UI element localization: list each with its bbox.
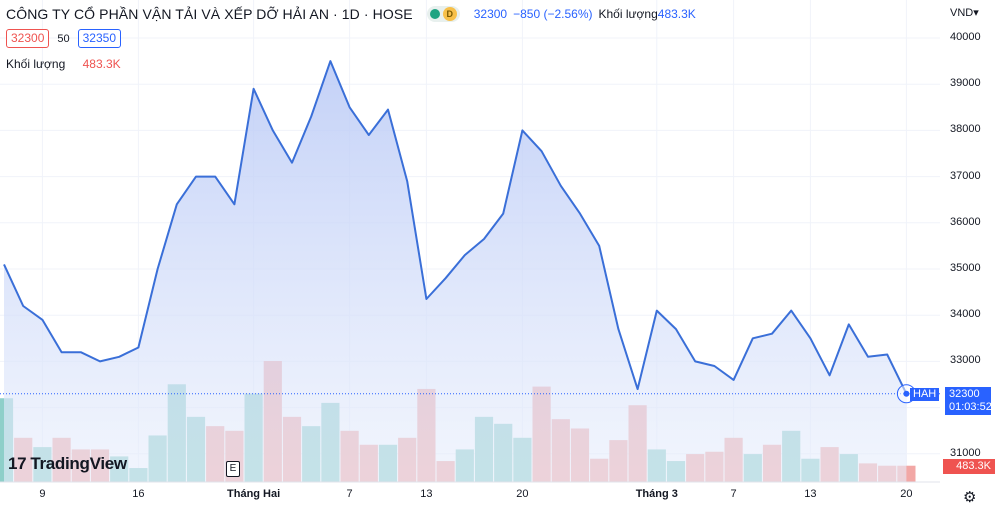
y-tick-label: 35000	[950, 262, 981, 274]
y-tick-label: 36000	[950, 215, 981, 228]
y-tick-label: 37000	[950, 169, 981, 182]
bid-ask-quote: 32300 50 32350	[6, 29, 121, 48]
x-tick-label: 9	[39, 488, 46, 500]
currency-selector[interactable]: VND▾	[950, 6, 979, 19]
sell-button[interactable]: 32300	[6, 29, 50, 48]
x-tick-label: 13	[804, 488, 817, 500]
chevron-down-icon: ▾	[973, 7, 979, 19]
tradingview-logo[interactable]: 17 TradingView	[8, 454, 127, 474]
volume-label: Khối lượng	[598, 7, 658, 21]
x-tick-label: 13	[420, 488, 433, 500]
symbol-title[interactable]: CÔNG TY CỔ PHẦN VẬN TẢI VÀ XẾP DỠ HẢI AN…	[6, 6, 413, 22]
symbol-tag: HAH	[910, 388, 940, 401]
bar-countdown: 01:03:52	[949, 401, 992, 413]
currency-label: VND	[950, 7, 974, 19]
last-price-marker	[903, 390, 910, 397]
last-price-tag: 32300 01:03:52	[945, 387, 992, 415]
volume-legend-value: 483.3K	[82, 57, 121, 71]
x-tick-label: Tháng 3	[635, 488, 678, 500]
spread-value: 50	[57, 32, 70, 45]
x-tick-label: 16	[132, 488, 145, 500]
market-status[interactable]: D	[426, 6, 460, 22]
earnings-event-badge[interactable]: E	[226, 461, 240, 477]
volume-legend-label: Khối lượng	[6, 57, 66, 71]
y-tick-label: 33000	[950, 354, 981, 367]
status-badge: D	[442, 7, 457, 21]
volume-tag: 483.3K	[943, 459, 995, 474]
tradingview-logo-text: TradingView	[30, 454, 127, 473]
y-tick-label: 40000	[950, 31, 981, 43]
y-tick-label: 31000	[950, 446, 981, 459]
y-tick-label: 38000	[950, 123, 981, 136]
tradingview-logo-icon: 17	[8, 454, 27, 473]
price-area-fill	[4, 61, 907, 482]
buy-button[interactable]: 32350	[77, 29, 121, 48]
chart-header: CÔNG TY CỔ PHẦN VẬN TẢI VÀ XẾP DỠ HẢI AN…	[6, 5, 696, 23]
last-price: 32300	[473, 7, 508, 21]
x-tick-label: 7	[346, 488, 353, 500]
x-tick-label: Tháng Hai	[227, 488, 281, 500]
gear-icon[interactable]: ⚙	[963, 489, 977, 506]
volume-value: 483.3K	[657, 7, 696, 21]
last-price-tag-value: 32300	[949, 388, 980, 400]
x-tick-label: 20	[516, 488, 529, 500]
volume-legend[interactable]: Khối lượng 483.3K	[6, 57, 121, 71]
y-tick-label: 39000	[950, 77, 981, 90]
market-open-icon	[429, 9, 440, 19]
price-line	[3, 60, 908, 395]
x-tick-label: 20	[900, 488, 913, 500]
price-change: −850 (−2.56%)	[513, 7, 593, 21]
x-tick-label: 7	[730, 488, 737, 500]
y-tick-label: 34000	[950, 308, 981, 321]
